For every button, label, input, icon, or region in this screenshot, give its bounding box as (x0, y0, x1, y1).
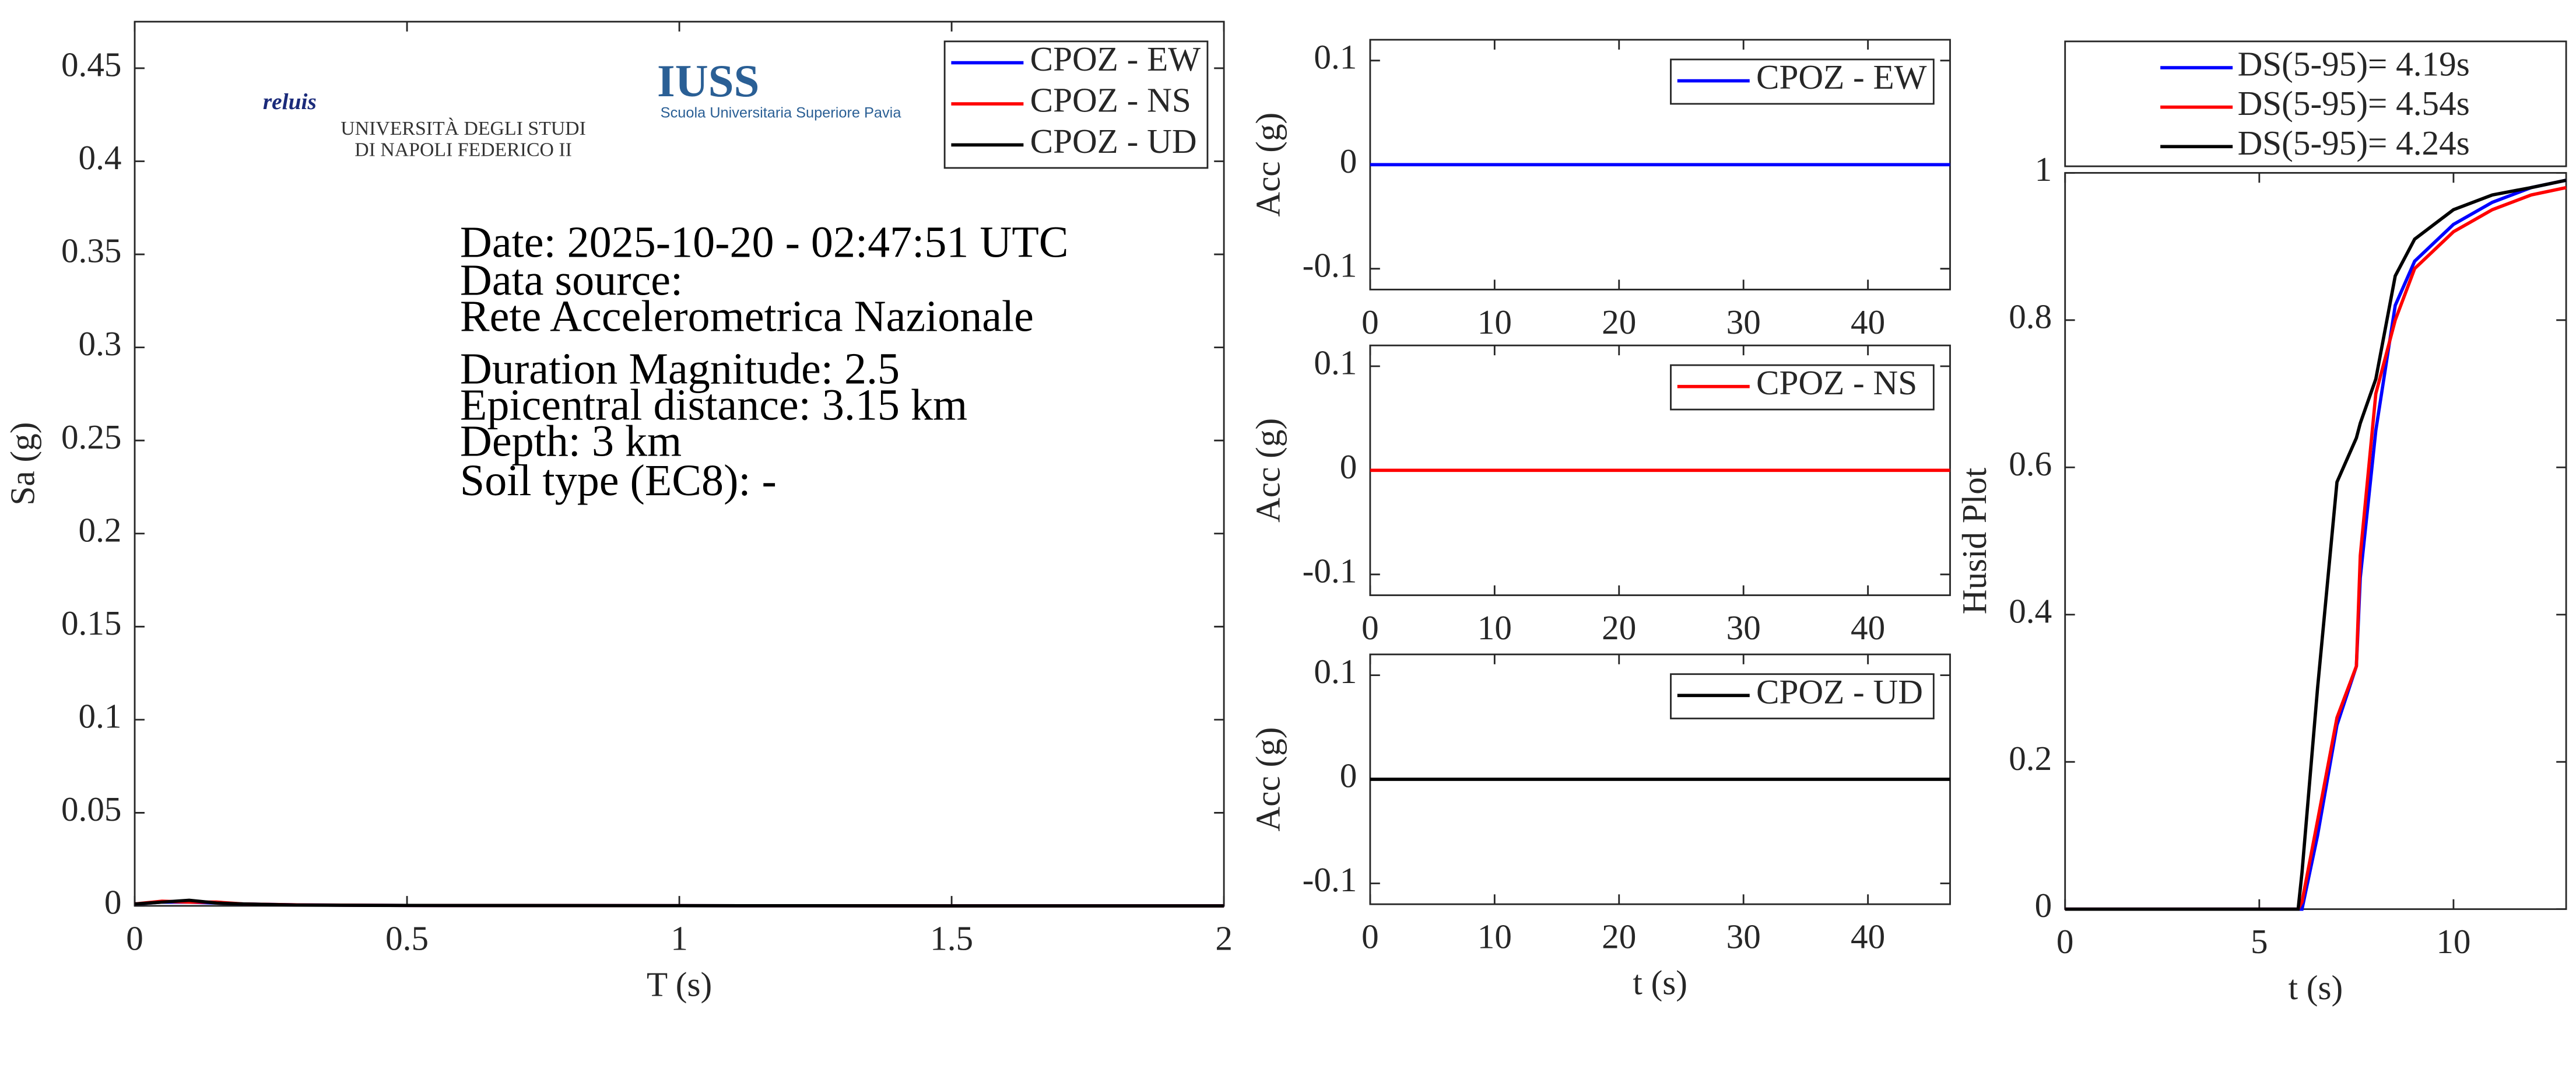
y-tick-label: 0 (104, 883, 122, 922)
x-axis-label: t (s) (2289, 968, 2343, 1007)
legend-label: CPOZ - UD (1030, 122, 1197, 160)
x-tick-label: 0 (1361, 303, 1379, 341)
y-tick-label: 0.8 (2009, 297, 2052, 335)
plot-area (2064, 171, 2567, 911)
y-axis-label: Acc (g) (1248, 727, 1287, 832)
legend-label: CPOZ - NS (1030, 81, 1191, 120)
x-tick-label: 10 (1477, 918, 1512, 956)
y-tick-label: 0.1 (1314, 343, 1357, 381)
x-tick-label: 30 (1726, 303, 1761, 341)
x-tick-label: 30 (1726, 608, 1761, 647)
x-tick-label: 2 (1215, 919, 1233, 958)
logo-text: UNIVERSITÀ DEGLI STUDI (341, 118, 586, 139)
series-line (134, 898, 1224, 908)
y-tick-label: 0.2 (2009, 739, 2052, 778)
y-tick-label: 0 (1340, 447, 1357, 486)
legend-label: CPOZ - EW (1756, 58, 1927, 96)
y-axis-label: Acc (g) (1248, 113, 1287, 217)
y-tick-label: 0.2 (79, 510, 122, 549)
y-tick-label: 0.1 (1314, 652, 1357, 691)
y-tick-label: 0.35 (61, 232, 122, 270)
x-tick-label: 0 (1361, 608, 1379, 647)
annotation: Date: 2025-10-20 - 02:47:51 UTC (460, 218, 1069, 267)
y-tick-label: 0.25 (61, 418, 122, 456)
x-axis-label: T (s) (647, 965, 712, 1003)
y-axis-label: Husid Plot (1955, 467, 1994, 614)
y-tick-label: 0.15 (61, 604, 122, 642)
x-tick-label: 1.5 (930, 919, 973, 958)
y-tick-label: -0.1 (1303, 551, 1357, 590)
annotation: Soil type (EC8): - (460, 456, 777, 505)
x-tick-label: 5 (2251, 922, 2268, 961)
logo-text: DI NAPOLI FEDERICO II (355, 139, 572, 160)
legend-box (2064, 40, 2567, 167)
x-tick-label: 0 (126, 919, 143, 958)
x-tick-label: 10 (2436, 922, 2470, 961)
logo-text: IUSS (657, 56, 759, 107)
series-line (2065, 178, 2567, 911)
y-axis-label: Sa (g) (3, 422, 42, 506)
x-tick-label: 0 (1361, 918, 1379, 956)
y-tick-label: 0.4 (79, 138, 122, 177)
y-tick-label: 0 (1340, 142, 1357, 180)
x-tick-label: 30 (1726, 918, 1761, 956)
y-tick-label: 0.05 (61, 790, 122, 828)
annotation: Rete Accelerometrica Nazionale (460, 292, 1034, 341)
x-tick-label: 40 (1851, 918, 1885, 956)
x-tick-label: 40 (1851, 303, 1885, 341)
x-tick-label: 20 (1602, 303, 1636, 341)
legend-label: CPOZ - EW (1030, 40, 1201, 78)
annotation: Depth: 3 km (460, 417, 682, 466)
x-tick-label: 10 (1477, 608, 1512, 647)
x-axis-label: t (s) (1633, 964, 1687, 1002)
y-tick-label: 0.3 (79, 324, 122, 363)
legend-label: CPOZ - NS (1756, 363, 1917, 402)
x-tick-label: 20 (1602, 918, 1636, 956)
y-tick-label: 0.6 (2009, 444, 2052, 483)
x-tick-label: 10 (1477, 303, 1512, 341)
y-tick-label: 0.45 (61, 45, 122, 83)
y-tick-label: -0.1 (1303, 860, 1357, 899)
legend-label: DS(5-95)= 4.19s (2238, 45, 2470, 83)
plot-area (134, 20, 1225, 907)
y-axis-label: Acc (g) (1248, 418, 1287, 523)
y-tick-label: -0.1 (1303, 246, 1357, 284)
series-line (2065, 185, 2567, 911)
logo-text: Scuola Universitaria Superiore Pavia (661, 105, 902, 121)
legend-label: DS(5-95)= 4.54s (2238, 84, 2470, 122)
x-tick-label: 1 (671, 919, 688, 958)
x-tick-label: 40 (1851, 608, 1885, 647)
annotation: Data source: (460, 255, 683, 304)
y-tick-label: 0.4 (2009, 591, 2052, 630)
x-tick-label: 0.5 (385, 919, 429, 958)
legend-label: CPOZ - UD (1756, 673, 1923, 711)
annotation: Epicentral distance: 3.15 km (460, 381, 967, 430)
legend-label: DS(5-95)= 4.24s (2238, 124, 2470, 162)
y-tick-label: 1 (2035, 150, 2052, 188)
annotation: Duration Magnitude: 2.5 (460, 345, 900, 394)
y-tick-label: 0.1 (1314, 37, 1357, 76)
y-tick-label: 0.1 (79, 696, 122, 735)
x-tick-label: 20 (1602, 608, 1636, 647)
y-tick-label: 0 (2035, 886, 2052, 925)
y-tick-label: 0 (1340, 757, 1357, 795)
logo-text: reluis (263, 89, 317, 114)
x-tick-label: 0 (2056, 922, 2074, 961)
